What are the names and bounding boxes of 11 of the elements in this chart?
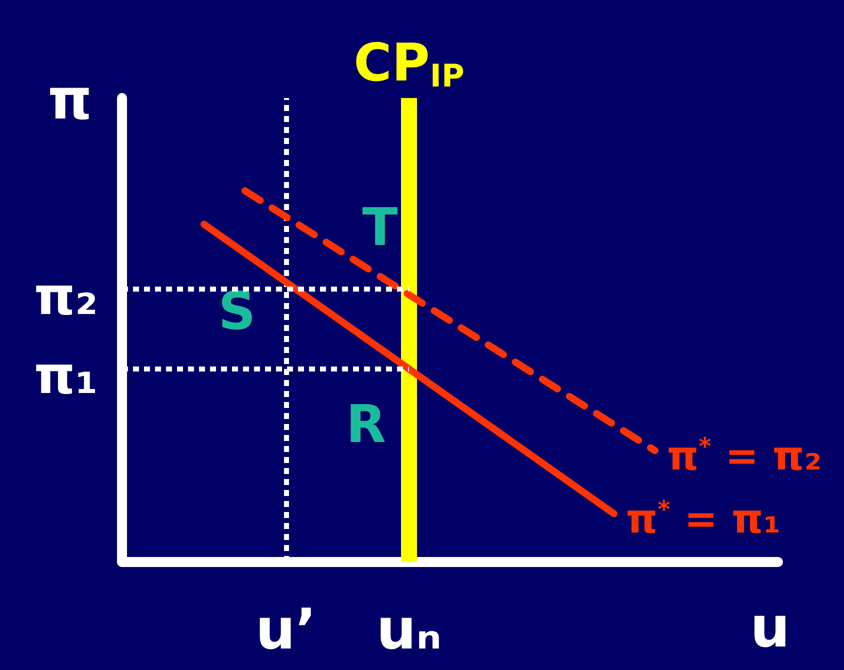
annotation: S: [218, 282, 256, 342]
x-tick-label: u’: [255, 598, 317, 662]
text: π₂: [34, 267, 98, 327]
text: π₁: [34, 346, 98, 406]
x-axis-title: u: [750, 596, 790, 660]
series-label: π* = π₂: [667, 432, 822, 480]
x-tick-label: uₙ: [376, 598, 442, 662]
annotation: T: [362, 198, 398, 258]
annotation: R: [346, 395, 386, 455]
series-label: π* = π₁: [626, 496, 781, 543]
y-axis-title: π: [48, 68, 92, 132]
